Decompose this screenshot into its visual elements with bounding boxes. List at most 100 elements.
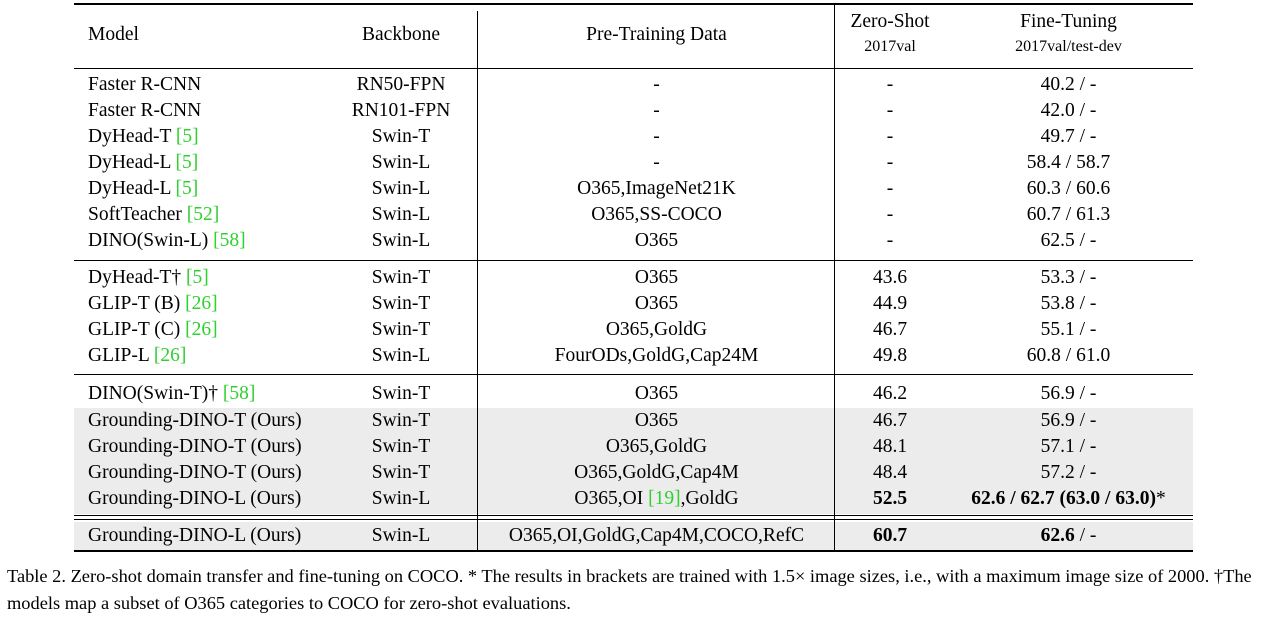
model-name: Faster R-CNN xyxy=(88,74,202,95)
model-cell: GLIP-T (B) [26] xyxy=(88,291,218,317)
model-cell: Grounding-DINO-T (Ours) xyxy=(88,460,302,486)
finetuning-value: 57.1 / - xyxy=(1040,436,1097,457)
finetuning-cell: 55.1 / - xyxy=(946,317,1191,343)
model-name: DyHead-L xyxy=(88,178,176,199)
backbone-cell: Swin-T xyxy=(325,317,477,343)
backbone-cell: Swin-T xyxy=(325,460,477,486)
model-name: Grounding-DINO-T (Ours) xyxy=(88,410,302,431)
citation: [52] xyxy=(186,204,220,225)
finetuning-cell: 53.3 / - xyxy=(946,265,1191,291)
model-name: Grounding-DINO-L (Ours) xyxy=(88,525,302,546)
finetuning-value: 62.6 xyxy=(1040,525,1075,546)
zeroshot-cell: - xyxy=(836,72,944,98)
citation: [26] xyxy=(185,293,218,314)
header-model: Model xyxy=(88,24,139,45)
model-name: DyHead-T xyxy=(88,126,176,147)
zeroshot-value: - xyxy=(886,100,894,121)
pretraining-value: O365 xyxy=(634,383,679,404)
top-rule xyxy=(74,3,1193,5)
finetuning-cell: 60.3 / 60.6 xyxy=(946,176,1191,202)
backbone-value: Swin-T xyxy=(371,267,431,288)
pretraining-value: O365,OI xyxy=(574,488,649,509)
pretraining-suffix: ,GoldG xyxy=(680,488,739,509)
zeroshot-value: 52.5 xyxy=(872,488,908,509)
model-cell: SoftTeacher [52] xyxy=(88,202,219,228)
finetuning-value: 53.3 / - xyxy=(1040,267,1097,288)
finetuning-tail: / - xyxy=(1074,525,1097,546)
zeroshot-value: - xyxy=(886,230,894,251)
model-cell: GLIP-T (C) [26] xyxy=(88,317,218,343)
zeroshot-value: 44.9 xyxy=(872,293,908,314)
model-cell: Faster R-CNN xyxy=(88,72,201,98)
model-name: DINO(Swin-L) xyxy=(88,230,214,251)
citation: [19] xyxy=(648,488,681,509)
zeroshot-cell: 46.2 xyxy=(836,381,944,407)
pretraining-cell: - xyxy=(479,72,834,98)
citation: [58] xyxy=(213,230,246,251)
zeroshot-value: - xyxy=(886,152,894,173)
finetuning-cell: 49.7 / - xyxy=(946,124,1191,150)
header-zeroshot-sub: 2017val xyxy=(864,38,916,55)
header-rule xyxy=(74,68,1193,69)
backbone-value: Swin-L xyxy=(371,525,431,546)
pretraining-cell: O365 xyxy=(479,381,834,407)
vrule-backbone xyxy=(477,11,478,550)
pretraining-value: O365 xyxy=(634,230,679,251)
citation: [5] xyxy=(175,126,199,147)
finetuning-cell: 58.4 / 58.7 xyxy=(946,150,1191,176)
model-name: GLIP-T (B) xyxy=(88,293,186,314)
pretraining-cell: - xyxy=(479,98,834,124)
zeroshot-cell: 49.8 xyxy=(836,343,944,369)
backbone-cell: Swin-L xyxy=(325,202,477,228)
model-cell: GLIP-L [26] xyxy=(88,343,186,369)
pretraining-value: O365,SS-COCO xyxy=(591,204,722,225)
finetuning-cell: 62.6 / 62.7 (63.0 / 63.0)* xyxy=(946,486,1191,512)
backbone-cell: Swin-L xyxy=(325,523,477,549)
zeroshot-value: - xyxy=(886,204,894,225)
finetuning-tail: * xyxy=(1155,488,1166,509)
zeroshot-value: - xyxy=(886,74,894,95)
pretraining-value: O365,GoldG,Cap4M xyxy=(574,462,739,483)
pretraining-cell: O365 xyxy=(479,228,834,254)
backbone-value: Swin-T xyxy=(371,410,431,431)
model-name: Grounding-DINO-T (Ours) xyxy=(88,462,302,483)
backbone-value: Swin-L xyxy=(371,345,431,366)
zeroshot-cell: 44.9 xyxy=(836,291,944,317)
model-cell: DyHead-L [5] xyxy=(88,150,198,176)
bottom-rule xyxy=(74,550,1193,552)
backbone-value: Swin-L xyxy=(371,230,431,251)
final-row-shading xyxy=(74,522,1193,550)
pretraining-value: O365,GoldG xyxy=(605,436,708,457)
zeroshot-cell: 46.7 xyxy=(836,317,944,343)
pretraining-cell: FourODs,GoldG,Cap24M xyxy=(479,343,834,369)
model-name: GLIP-L xyxy=(88,345,154,366)
finetuning-cell: 40.2 / - xyxy=(946,72,1191,98)
finetuning-cell: 42.0 / - xyxy=(946,98,1191,124)
ours-bottom-rule xyxy=(74,519,1193,520)
finetuning-value: 55.1 / - xyxy=(1040,319,1097,340)
zeroshot-value: 46.7 xyxy=(872,410,908,431)
finetuning-value: 42.0 / - xyxy=(1040,100,1097,121)
pretraining-cell: O365 xyxy=(479,408,834,434)
zeroshot-cell: 48.1 xyxy=(836,434,944,460)
pretraining-value: - xyxy=(653,100,660,121)
pretraining-cell: O365,OI [19],GoldG xyxy=(479,486,834,512)
backbone-cell: Swin-L xyxy=(325,486,477,512)
backbone-cell: RN50-FPN xyxy=(325,72,477,98)
zeroshot-cell: - xyxy=(836,176,944,202)
finetuning-cell: 62.6 / - xyxy=(946,523,1191,549)
backbone-cell: Swin-T xyxy=(325,124,477,150)
pretraining-value: O365 xyxy=(634,267,679,288)
finetuning-cell: 56.9 / - xyxy=(946,408,1191,434)
backbone-cell: Swin-L xyxy=(325,228,477,254)
model-name: Grounding-DINO-L (Ours) xyxy=(88,488,302,509)
pretraining-cell: O365 xyxy=(479,291,834,317)
zeroshot-value: 48.1 xyxy=(872,436,908,457)
backbone-value: RN101-FPN xyxy=(351,100,451,121)
pretraining-value: - xyxy=(653,74,660,95)
pretraining-cell: O365,GoldG,Cap4M xyxy=(479,460,834,486)
citation: [26] xyxy=(153,345,187,366)
pretraining-cell: - xyxy=(479,150,834,176)
pretraining-value: O365,GoldG xyxy=(605,319,708,340)
zeroshot-value: 48.4 xyxy=(872,462,908,483)
